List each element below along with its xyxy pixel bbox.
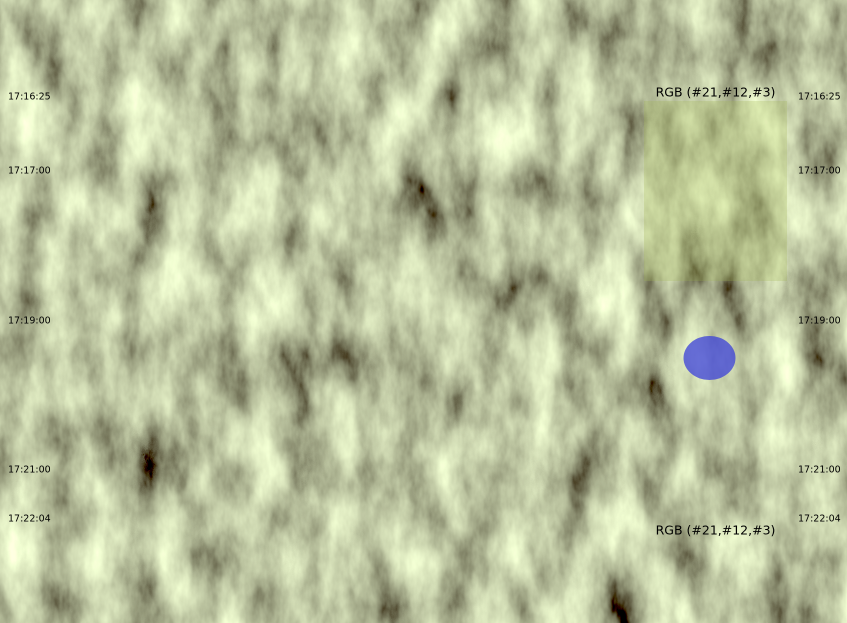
image-overlay [644,101,787,281]
panel-label: 1.60μm (#12) [233,523,321,538]
panel-label: RGB (#21,#12,#3) [656,523,776,538]
time-label: 17:17:00 [798,166,841,177]
image-feature [395,347,440,383]
panel-label: RGB (#21,#12,#3) [656,85,776,100]
panel-note: reverse scale [535,540,605,552]
time-label: 17:21:00 [8,465,51,476]
panel-label: 3.75μm (#30) [379,85,467,100]
time-label: 17:19:00 [8,316,51,327]
panel-label: 0.65μm (#5) [91,85,171,100]
title-line: Death Valley [376,35,471,53]
image-feature [541,347,586,383]
image-panel [498,101,641,522]
panel-label: 0.65μm (#5) [91,523,171,538]
time-label: 17:22:04 [8,514,51,525]
image-feature [249,347,294,383]
image-feature [683,336,736,380]
image-panel [644,101,787,522]
title-line: DFRC Fall 2003 Campaign - 24 Oct 2003 [272,19,573,37]
time-label: 17:17:00 [8,166,51,177]
title-line: ASTER/MODIS Airborne Simulator Browse Im… [235,3,611,21]
image-panel [60,101,203,522]
footer-line: GPS Altitude = 19997. m (MSL) [329,600,517,614]
image-feature [103,347,148,383]
panel-note: reverse scale [535,71,605,83]
title-line: Flight #04-609-00 Track #10 [314,52,531,70]
time-label: 17:16:25 [8,92,51,103]
time-label: 17:16:25 [798,92,841,103]
image-overlay [498,101,641,522]
panel-label: 3.75μm (#30) [379,523,467,538]
time-label: 17:22:04 [798,514,841,525]
panel-label: 1.60μm (#12) [233,85,321,100]
time-label: 17:19:00 [798,316,841,327]
time-label: 17:21:00 [798,465,841,476]
footer-line: Solar Zenith = 57.2° [361,581,485,595]
panel-label: 11.29μm (#48) [521,523,617,538]
panel-label: 11.29μm (#48) [521,85,617,100]
image-panel [352,101,495,522]
image-panel [206,101,349,522]
footer-line: Aircraft Heading = 37.7° [349,561,497,575]
